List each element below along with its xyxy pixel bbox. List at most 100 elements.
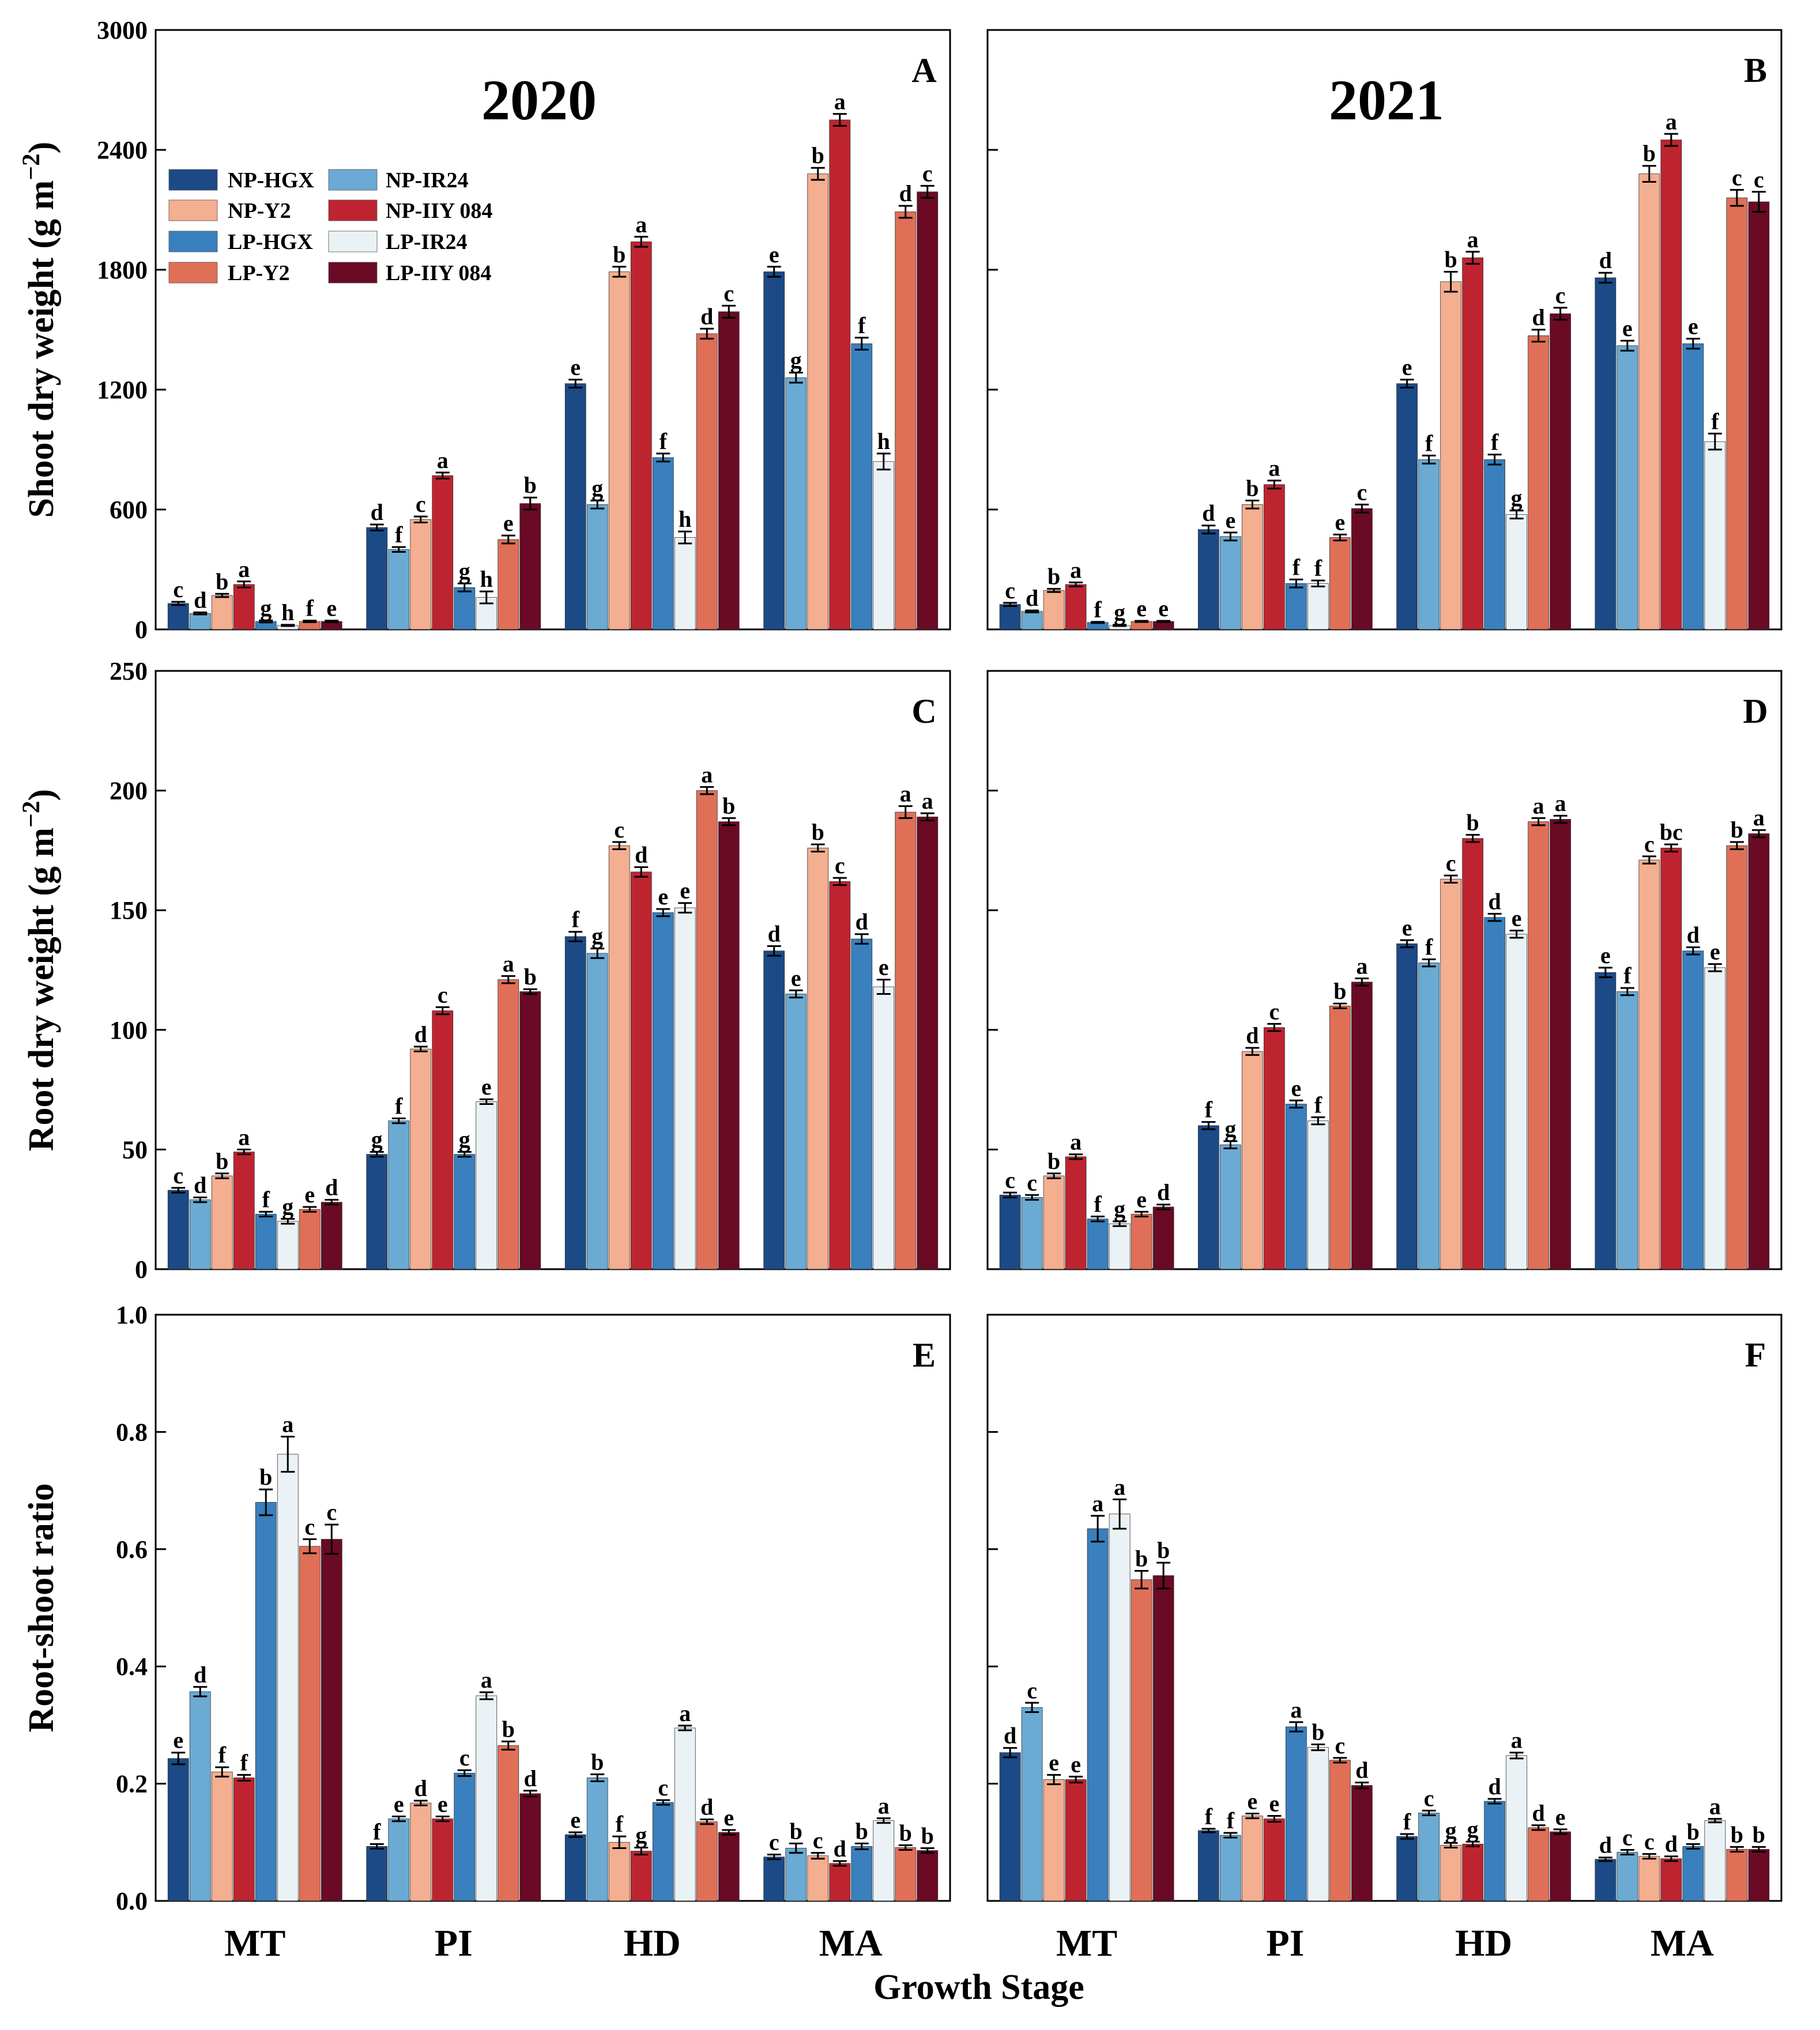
bar: [1043, 590, 1065, 630]
bar: [696, 333, 718, 630]
panel-letter: C: [911, 692, 936, 730]
significance-letter: g: [591, 475, 603, 501]
bar: [432, 1010, 454, 1270]
bar: [1396, 943, 1418, 1270]
significance-letter: e: [304, 1182, 315, 1208]
bar: [807, 173, 829, 630]
bar: [917, 816, 939, 1270]
significance-letter: d: [371, 499, 383, 525]
bar: [1307, 1120, 1329, 1270]
significance-letter: b: [1246, 475, 1258, 501]
bar: [564, 936, 586, 1270]
significance-letter: c: [1644, 831, 1655, 857]
legend: NP-HGX NP-IR24 NP-Y2 NP-IIY 084 LP-HGX LP-IR2…: [168, 168, 492, 285]
significance-letter: f: [858, 312, 866, 338]
significance-letter: b: [1047, 564, 1060, 590]
significance-letter: b: [1047, 1148, 1060, 1174]
bar: [895, 812, 917, 1270]
y-axis-title: Shoot dry weight (g m−2): [17, 142, 61, 518]
y-tick-label: 200: [110, 777, 148, 805]
bar: [873, 1820, 895, 1901]
bar: [476, 1101, 498, 1270]
significance-letter: c: [326, 1499, 337, 1525]
significance-letter: d: [1489, 888, 1501, 914]
bar: [1329, 537, 1351, 630]
significance-letter: c: [1269, 998, 1279, 1024]
significance-letter: e: [326, 595, 337, 621]
bar: [851, 343, 873, 630]
significance-letter: b: [899, 1820, 912, 1846]
significance-letter: d: [635, 842, 647, 867]
significance-letter: b: [1157, 1537, 1170, 1563]
bar: [255, 1214, 277, 1270]
bar: [1550, 819, 1572, 1270]
bar: [1484, 1801, 1506, 1901]
bar: [1087, 1218, 1109, 1270]
significance-letter: g: [635, 1822, 647, 1848]
panel-frame: [155, 670, 951, 1270]
significance-letter: c: [813, 1828, 823, 1854]
significance-letter: f: [660, 428, 668, 454]
significance-letter: a: [922, 788, 933, 814]
significance-letter: a: [1268, 455, 1280, 481]
panel-letter: B: [1744, 51, 1767, 89]
significance-letter: h: [480, 566, 493, 592]
significance-letter: b: [1687, 1818, 1700, 1844]
bar: [718, 821, 740, 1270]
bar: [1462, 838, 1484, 1270]
bar: [763, 950, 785, 1270]
significance-letter: a: [1114, 1474, 1125, 1500]
legend-label: NP-IR24: [386, 168, 469, 193]
bar: [476, 1695, 498, 1901]
bar: [1726, 1849, 1748, 1901]
y-tick-label: 1800: [97, 256, 148, 284]
significance-letter: e: [658, 884, 668, 910]
y-tick-label: 0.8: [116, 1418, 148, 1446]
bar: [1285, 1104, 1307, 1270]
legend-swatch: [168, 169, 218, 191]
bar: [586, 504, 608, 630]
significance-letter: a: [1665, 108, 1677, 134]
significance-letter: b: [216, 568, 228, 594]
bar: [1197, 1125, 1219, 1270]
panel-year-title: 2020: [481, 68, 597, 132]
bar: [630, 242, 652, 630]
significance-letter: e: [1136, 1186, 1147, 1212]
bar: [829, 881, 851, 1270]
legend-label: LP-Y2: [228, 261, 290, 285]
bar: [454, 587, 476, 630]
significance-letter: c: [835, 852, 845, 878]
bar: [999, 604, 1021, 630]
bar: [1748, 201, 1770, 630]
bar: [1660, 1858, 1682, 1901]
bar: [1704, 441, 1726, 630]
significance-letter: d: [415, 1775, 427, 1801]
significance-letter: g: [282, 1194, 293, 1220]
significance-letter: c: [1644, 1829, 1655, 1855]
bar: [785, 1848, 807, 1901]
bar: [1285, 583, 1307, 630]
bar: [586, 953, 608, 1270]
bar: [696, 790, 718, 1270]
bar: [999, 1194, 1021, 1270]
significance-letter: d: [1489, 1774, 1501, 1799]
bar: [321, 1539, 342, 1901]
significance-letter: d: [194, 1662, 206, 1688]
bar: [1726, 197, 1748, 630]
bar: [763, 271, 785, 630]
panel-C: 0 50 100 150 200 250 Root dry weight (g m−2) Cc…: [17, 657, 951, 1284]
significance-letter: e: [1688, 314, 1698, 339]
significance-letter: a: [1290, 1697, 1302, 1723]
significance-letter: d: [768, 920, 781, 946]
bar: [498, 539, 519, 630]
significance-letter: b: [1467, 809, 1479, 835]
bar: [1241, 504, 1263, 630]
bar: [1528, 821, 1550, 1270]
significance-letter: b: [259, 1464, 272, 1490]
significance-letter: bc: [1660, 819, 1683, 845]
significance-letter: d: [1599, 1832, 1612, 1858]
bar: [1285, 1726, 1307, 1901]
significance-letter: c: [173, 576, 183, 602]
significance-letter: g: [790, 348, 802, 373]
significance-letter: d: [1599, 247, 1612, 273]
